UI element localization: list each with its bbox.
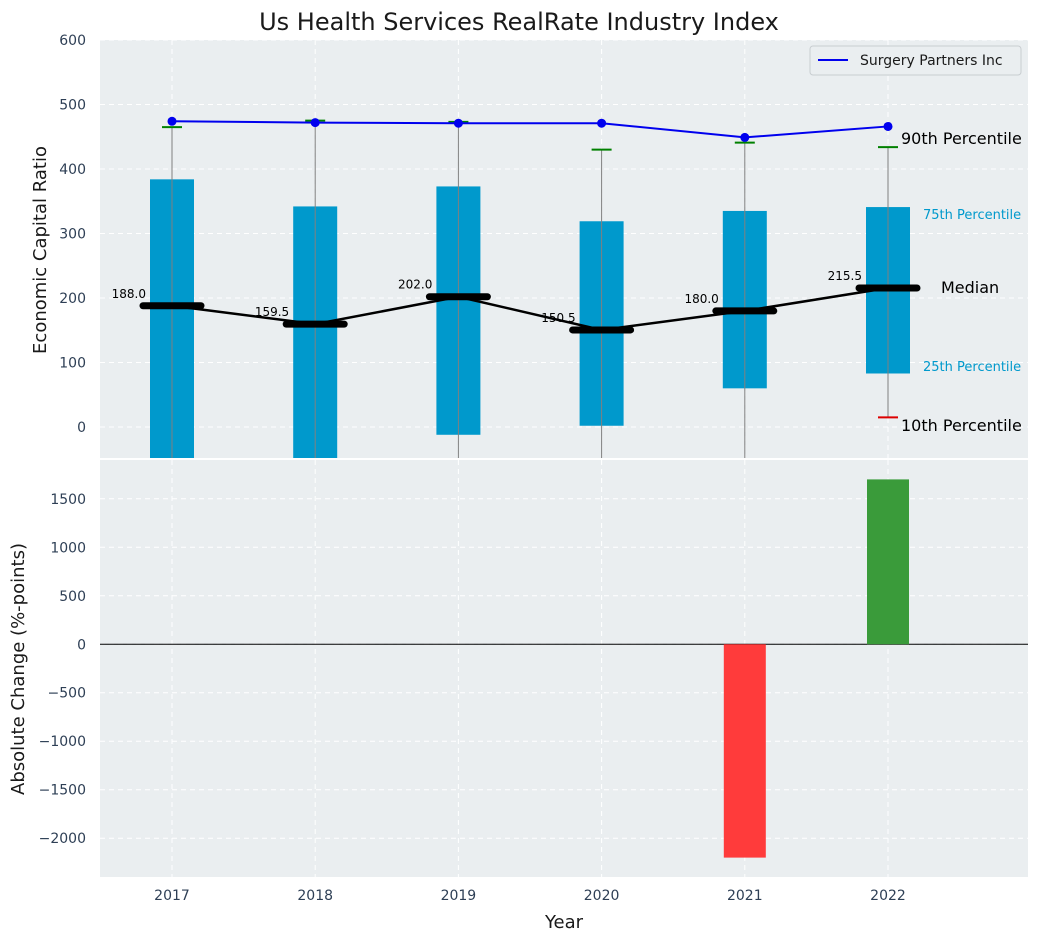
legend: Surgery Partners Inc <box>809 45 1022 76</box>
median-label-2019: 202.0 <box>398 278 432 292</box>
top-chart-marks: 188.0 159.5 202.0 150.5 180.0 215.5 <box>112 116 921 459</box>
bottom-y-axis-label: Absolute Change (%-points) <box>8 543 29 795</box>
bottom-y-tick-label: 500 <box>59 589 86 605</box>
top-y-tick-label: 500 <box>59 98 86 114</box>
median-label-2022: 215.5 <box>828 269 862 283</box>
company-point-2022 <box>883 121 893 131</box>
company-point-2021 <box>740 132 750 142</box>
x-tick-label-2021: 2021 <box>727 888 763 904</box>
change-bar-2021 <box>723 644 766 858</box>
p75-annotation: 75th Percentile <box>923 208 1021 223</box>
bottom-y-tick-label: 0 <box>77 637 86 653</box>
bottom-y-tick-label: 1500 <box>50 492 86 508</box>
p25-annotation: 25th Percentile <box>923 360 1021 375</box>
top-y-tick-label: 600 <box>59 33 86 49</box>
x-tick-label-2020: 2020 <box>584 888 620 904</box>
median-label-2021: 180.0 <box>684 292 718 306</box>
x-tick-label-2022: 2022 <box>870 888 906 904</box>
x-tick-label-2017: 2017 <box>154 888 190 904</box>
top-y-tick-label: 100 <box>59 356 86 372</box>
p90-annotation: 90th Percentile <box>901 129 1022 148</box>
top-y-tick-label: 0 <box>77 420 86 436</box>
median-label-2018: 159.5 <box>255 305 289 319</box>
chart-title: Us Health Services RealRate Industry Ind… <box>259 8 779 36</box>
bottom-chart-marks <box>100 479 1028 858</box>
p10-annotation: 10th Percentile <box>901 416 1022 435</box>
company-line <box>171 120 889 139</box>
x-tick-label-2019: 2019 <box>441 888 477 904</box>
bottom-y-tick-label: −1500 <box>39 783 86 799</box>
x-axis-label: Year <box>544 912 584 933</box>
top-y-tick-label: 400 <box>59 162 86 178</box>
top-y-tick-label: 200 <box>59 291 86 307</box>
bottom-y-tick-label: −2000 <box>39 831 86 847</box>
tick-labels: 0 100 200 300 400 500 600 −2000 −1500 −1000 −500 0 5… <box>39 33 906 904</box>
legend-label: Surgery Partners Inc <box>860 53 1003 69</box>
top-y-axis-label: Economic Capital Ratio <box>30 146 51 354</box>
company-point-2018 <box>310 118 320 128</box>
median-label-2017: 188.0 <box>112 287 146 301</box>
company-point-2020 <box>597 118 607 128</box>
legend-box <box>809 45 1022 76</box>
median-label-2020: 150.5 <box>541 311 575 325</box>
x-tick-label-2018: 2018 <box>297 888 333 904</box>
median-annotation: Median <box>941 278 999 297</box>
change-bar-2022 <box>867 479 909 645</box>
company-point-2017 <box>167 116 177 126</box>
company-point-2019 <box>453 118 463 128</box>
bottom-y-tick-label: −500 <box>48 686 86 702</box>
bottom-y-tick-label: −1000 <box>39 734 86 750</box>
bottom-y-tick-label: 1000 <box>50 540 86 556</box>
top-y-tick-label: 300 <box>59 227 86 243</box>
